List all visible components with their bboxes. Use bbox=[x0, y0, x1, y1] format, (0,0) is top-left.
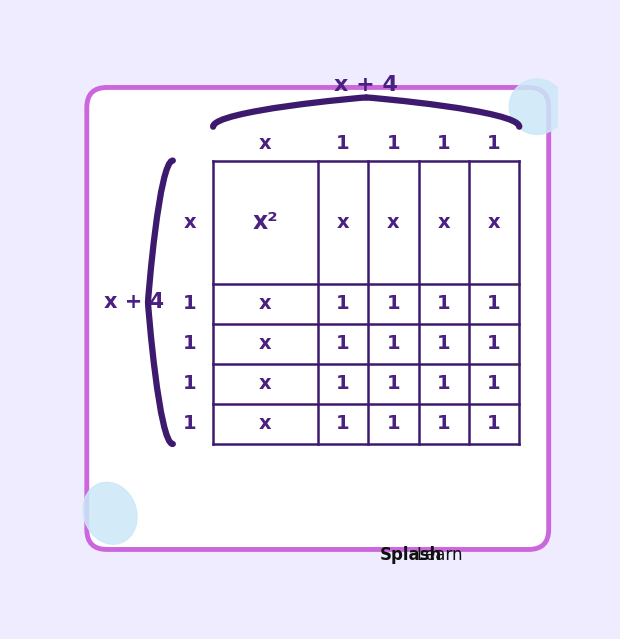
Text: Splash: Splash bbox=[379, 546, 442, 564]
Text: 1: 1 bbox=[487, 415, 501, 433]
Text: 1: 1 bbox=[487, 374, 501, 394]
Ellipse shape bbox=[83, 482, 137, 544]
Text: 1: 1 bbox=[386, 415, 400, 433]
Text: 1: 1 bbox=[487, 134, 501, 153]
Text: 1: 1 bbox=[437, 374, 451, 394]
Text: 1: 1 bbox=[336, 415, 350, 433]
Text: x + 4: x + 4 bbox=[334, 75, 398, 95]
Text: x: x bbox=[259, 374, 272, 394]
FancyBboxPatch shape bbox=[87, 88, 549, 550]
Text: 1: 1 bbox=[386, 134, 400, 153]
Text: 1: 1 bbox=[487, 295, 501, 313]
Text: x: x bbox=[259, 295, 272, 313]
Text: 1: 1 bbox=[336, 295, 350, 313]
Text: 1: 1 bbox=[437, 134, 451, 153]
Text: 1: 1 bbox=[437, 334, 451, 353]
Text: x + 4: x + 4 bbox=[104, 292, 164, 312]
Text: 1: 1 bbox=[386, 334, 400, 353]
Text: 1: 1 bbox=[336, 134, 350, 153]
Text: x: x bbox=[259, 334, 272, 353]
Text: x: x bbox=[488, 213, 500, 232]
Text: x: x bbox=[184, 213, 196, 232]
Text: x: x bbox=[259, 134, 272, 153]
Circle shape bbox=[509, 79, 565, 134]
Text: Learn: Learn bbox=[416, 546, 463, 564]
Text: 1: 1 bbox=[386, 295, 400, 313]
Text: 1: 1 bbox=[336, 334, 350, 353]
Text: 1: 1 bbox=[183, 415, 197, 433]
Text: 1: 1 bbox=[183, 334, 197, 353]
Text: 1: 1 bbox=[336, 374, 350, 394]
Text: 1: 1 bbox=[437, 295, 451, 313]
Text: 1: 1 bbox=[183, 374, 197, 394]
Text: x²: x² bbox=[252, 210, 278, 235]
Bar bbox=[213, 160, 520, 444]
Text: x: x bbox=[387, 213, 400, 232]
Text: x: x bbox=[259, 415, 272, 433]
Text: 1: 1 bbox=[437, 415, 451, 433]
Text: 1: 1 bbox=[487, 334, 501, 353]
Text: 1: 1 bbox=[183, 295, 197, 313]
Text: x: x bbox=[337, 213, 349, 232]
Text: 1: 1 bbox=[386, 374, 400, 394]
Text: x: x bbox=[437, 213, 450, 232]
